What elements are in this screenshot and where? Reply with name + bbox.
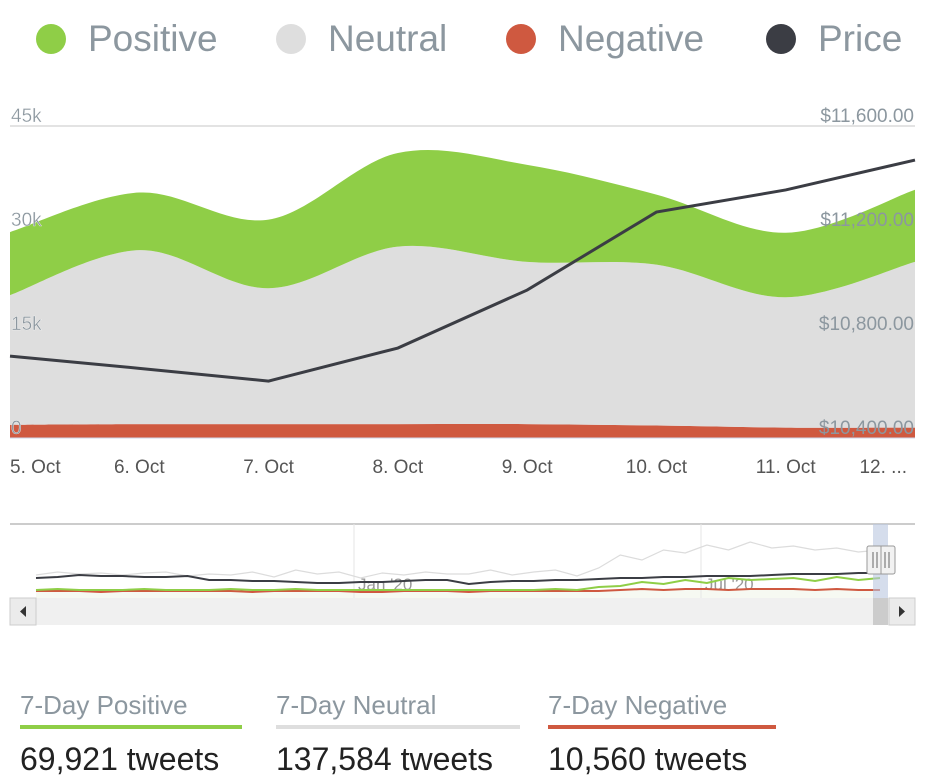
- navigator-base: [36, 590, 874, 598]
- x-axis-tick: 5. Oct: [10, 457, 61, 478]
- navigator-line-positive: [35, 575, 881, 592]
- stat-label: 7-Day Positive: [20, 690, 242, 729]
- legend-item-negative[interactable]: Negative: [506, 18, 704, 60]
- area-positive: [10, 150, 915, 298]
- stat-label: 7-Day Neutral: [276, 690, 520, 729]
- x-axis-tick: 10. Oct: [626, 457, 688, 478]
- arrow-left-icon: [20, 606, 26, 617]
- legend-item-positive[interactable]: Positive: [36, 18, 218, 60]
- legend-label: Neutral: [328, 18, 448, 59]
- x-axis-tick: 7. Oct: [243, 457, 294, 478]
- stat-value: 10,560 tweets: [548, 741, 748, 777]
- right-axis-tick: $10,800.00: [819, 314, 914, 335]
- stat-negative: 7-Day Negative 10,560 tweets: [548, 690, 776, 778]
- x-axis-tick: 6. Oct: [114, 457, 165, 478]
- left-axis-tick: 30k: [11, 210, 42, 231]
- positive-dot-icon: [36, 24, 66, 54]
- chart-legend: Positive Neutral Negative Price: [0, 18, 928, 68]
- right-axis-tick: $11,600.00: [820, 106, 914, 127]
- negative-dot-icon: [506, 24, 536, 54]
- left-axis-tick: 0: [11, 418, 22, 439]
- scrollbar-track[interactable]: [10, 598, 915, 625]
- arrow-right-icon: [899, 606, 905, 617]
- x-axis-tick: 11. Oct: [756, 457, 817, 478]
- left-axis-tick: 45k: [11, 106, 42, 127]
- stat-label: 7-Day Negative: [548, 690, 776, 729]
- legend-item-price[interactable]: Price: [766, 18, 902, 60]
- navigator-line-price: [35, 572, 880, 586]
- stat-value: 137,584 tweets: [276, 741, 494, 777]
- legend-label: Positive: [88, 18, 218, 59]
- x-axis-tick: 12. ...: [859, 457, 907, 478]
- scrollbar-thumb[interactable]: [873, 598, 888, 625]
- right-axis-tick: $11,200.00: [820, 210, 914, 231]
- legend-item-neutral[interactable]: Neutral: [276, 18, 447, 60]
- stat-neutral: 7-Day Neutral 137,584 tweets: [276, 690, 520, 778]
- left-axis-tick: 15k: [11, 314, 42, 335]
- right-axis-tick: $10,400.00: [819, 418, 914, 439]
- area-neutral: [10, 245, 915, 428]
- price-line: [9, 158, 916, 383]
- sentiment-chart: 0 15k 30k 45k $10,400.00 $10,800.00 $11,200.00…: [9, 106, 916, 626]
- navigator-line-neutral: [35, 541, 881, 579]
- stat-value: 69,921 tweets: [20, 741, 220, 777]
- stat-positive: 7-Day Positive 69,921 tweets: [20, 690, 242, 778]
- x-axis-tick: 8. Oct: [373, 457, 424, 478]
- price-dot-icon: [766, 24, 796, 54]
- legend-label: Price: [818, 18, 903, 59]
- legend-label: Negative: [558, 18, 705, 59]
- x-axis-tick: 9. Oct: [502, 457, 553, 478]
- area-negative: [10, 424, 915, 438]
- neutral-dot-icon: [276, 24, 306, 54]
